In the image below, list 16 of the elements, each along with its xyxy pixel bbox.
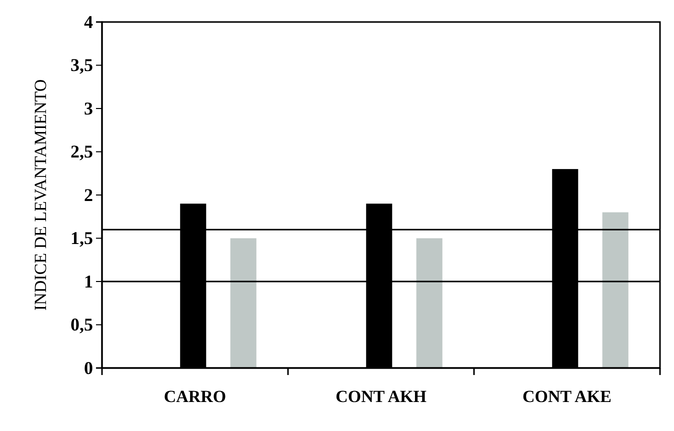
x-tick-label: CONT AKE <box>522 387 612 406</box>
y-tick-label: 4 <box>84 12 93 32</box>
y-tick-label: 1 <box>84 271 93 292</box>
bar <box>416 238 442 368</box>
y-tick-label: 0,5 <box>70 314 93 335</box>
bar <box>602 212 628 368</box>
y-tick-label: 1,5 <box>70 228 93 248</box>
y-tick-label: 2 <box>84 184 93 205</box>
y-tick-label: 0 <box>84 358 93 378</box>
x-tick-label: CARRO <box>164 387 226 406</box>
x-tick-label: CONT AKH <box>336 387 426 406</box>
bar <box>230 238 256 368</box>
y-tick-label: 3,5 <box>70 55 93 76</box>
y-tick-label: 2,5 <box>70 142 93 162</box>
y-axis-title: INDICE DE LEVANTAMIENTO <box>31 79 50 311</box>
y-tick-label: 3 <box>84 98 93 118</box>
